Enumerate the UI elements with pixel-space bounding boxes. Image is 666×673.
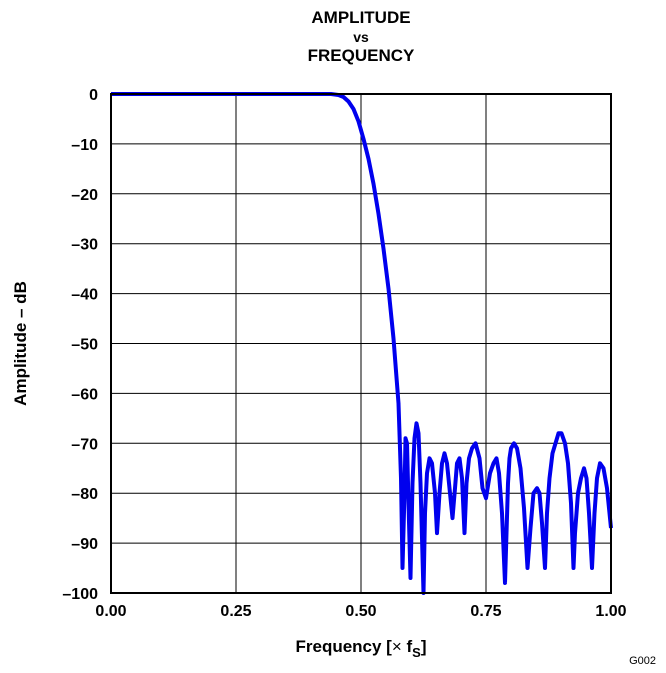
y-tick-label: –100 xyxy=(62,586,98,603)
series-line-amplitude xyxy=(111,92,613,595)
x-tick-label: 0.50 xyxy=(345,603,376,620)
y-tick-label: –70 xyxy=(71,436,98,453)
x-tick-label: 0.00 xyxy=(95,603,126,620)
y-tick-label: –10 xyxy=(71,137,98,154)
y-tick-label: –60 xyxy=(71,386,98,403)
figure-id: G002 xyxy=(629,655,656,667)
y-tick-label: –50 xyxy=(71,337,98,354)
chart-title-line-1: AMPLITUDE xyxy=(311,8,411,27)
x-axis-label-f: f xyxy=(402,637,413,656)
grid-lines xyxy=(110,93,612,594)
chart-title-line-2: vs xyxy=(353,29,369,45)
y-tick-label: –90 xyxy=(71,536,98,553)
y-tick-label: –30 xyxy=(71,237,98,254)
y-tick-labels: 0 –10 –20 –30 –40 –50 –60 –70 –80 –90 –100 xyxy=(62,87,98,603)
x-axis-label-main: Frequency [ xyxy=(295,637,392,656)
x-tick-label: 0.25 xyxy=(220,603,251,620)
y-tick-label: –20 xyxy=(71,187,98,204)
x-axis-label: Frequency [× fS] xyxy=(295,637,426,660)
x-tick-label: 1.00 xyxy=(595,603,626,620)
plot-area-frame xyxy=(110,93,612,594)
y-tick-label: –80 xyxy=(71,486,98,503)
x-tick-label: 0.75 xyxy=(470,603,501,620)
y-tick-label: 0 xyxy=(89,87,98,104)
x-tick-labels: 0.00 0.25 0.50 0.75 1.00 xyxy=(95,603,626,620)
chart-title-line-3: FREQUENCY xyxy=(307,46,415,65)
x-axis-label-close: ] xyxy=(421,637,427,656)
y-axis-label: Amplitude – dB xyxy=(11,281,30,406)
x-axis-label-subscript: S xyxy=(412,645,421,660)
y-tick-label: –40 xyxy=(71,287,98,304)
x-axis-label-times: × xyxy=(392,637,402,656)
